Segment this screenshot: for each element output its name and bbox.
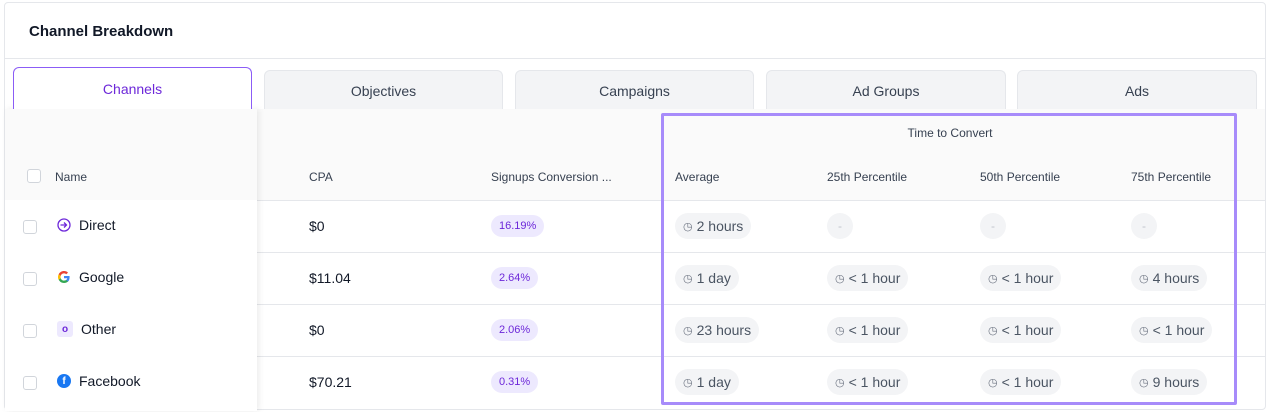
sticky-header-cell [5, 109, 257, 200]
table-row: Google $11.04 2.64% ◷ 1 day ◷ < 1 hour ◷ < … [5, 253, 1265, 305]
clock-icon: ◷ [683, 376, 693, 389]
cpa-value: $0 [309, 218, 325, 234]
average-value: 2 hours [696, 218, 744, 234]
arrow-circle-icon [57, 218, 71, 232]
card-header: Channel Breakdown [5, 3, 1265, 59]
channel-name-cell[interactable]: f Facebook [57, 373, 140, 389]
clock-icon: ◷ [683, 220, 693, 233]
p50-pill: - [980, 213, 1006, 239]
p75-pill: ◷ 4 hours [1131, 265, 1208, 291]
clock-icon: ◷ [988, 324, 998, 337]
p75-pill: ◷ 9 hours [1131, 369, 1208, 395]
cpa-value: $11.04 [309, 270, 351, 286]
p75-value: < 1 hour [1152, 322, 1205, 338]
p25-value: < 1 hour [848, 270, 901, 286]
tab-ads[interactable]: Ads [1017, 70, 1257, 110]
p25-value: < 1 hour [848, 322, 901, 338]
p25-pill: ◷ < 1 hour [827, 265, 909, 291]
clock-icon: ◷ [1139, 272, 1149, 285]
select-all-checkbox[interactable] [27, 169, 41, 183]
channel-name: Facebook [79, 373, 141, 389]
tab-bar: Channels Objectives Campaigns Ad Groups … [5, 59, 1265, 110]
tab-ad-groups[interactable]: Ad Groups [766, 70, 1006, 110]
row-checkbox[interactable] [23, 220, 37, 234]
average-pill: ◷ 1 day [675, 369, 739, 395]
clock-icon: ◷ [835, 272, 845, 285]
table-row: Direct $0 16.19% ◷ 2 hours - - - [5, 201, 1265, 253]
column-header-p50[interactable]: 50th Percentile [980, 170, 1061, 184]
clock-icon: ◷ [683, 272, 693, 285]
p50-pill: ◷ < 1 hour [980, 265, 1062, 291]
column-header-p25[interactable]: 25th Percentile [827, 170, 908, 184]
average-value: 1 day [696, 374, 731, 390]
clock-icon: ◷ [835, 376, 845, 389]
p50-pill: ◷ < 1 hour [980, 369, 1062, 395]
p50-pill: ◷ < 1 hour [980, 317, 1062, 343]
column-header-p75[interactable]: 75th Percentile [1131, 170, 1212, 184]
column-header-name[interactable]: Name [55, 170, 88, 184]
p50-value: < 1 hour [1001, 270, 1054, 286]
tab-channels[interactable]: Channels [13, 67, 252, 109]
channel-table: Name CPA Signups Conversion ... Time to … [5, 109, 1265, 411]
average-pill: ◷ 23 hours [675, 317, 760, 343]
column-header-average[interactable]: Average [675, 170, 720, 184]
cpa-value: $0 [309, 322, 325, 338]
cpa-value: $70.21 [309, 374, 352, 390]
table-row: o Other $0 2.06% ◷ 23 hours ◷ < 1 hour ◷ < … [5, 305, 1265, 357]
p50-value: < 1 hour [1001, 374, 1054, 390]
channel-name-cell[interactable]: o Other [57, 321, 116, 337]
p75-pill: - [1131, 213, 1157, 239]
clock-icon: ◷ [988, 272, 998, 285]
channel-name: Other [81, 321, 117, 337]
channel-name-cell[interactable]: Direct [57, 217, 116, 233]
clock-icon: ◷ [1139, 376, 1149, 389]
table-header-row: Name CPA Signups Conversion ... Time to … [5, 109, 1265, 201]
conversion-badge: 16.19% [491, 215, 545, 237]
p50-value: < 1 hour [1001, 322, 1054, 338]
average-pill: ◷ 2 hours [675, 213, 752, 239]
p25-value: < 1 hour [848, 374, 901, 390]
row-checkbox[interactable] [23, 376, 37, 390]
clock-icon: ◷ [988, 376, 998, 389]
channel-breakdown-card: Channel Breakdown Channels Objectives Ca… [4, 2, 1266, 411]
google-icon [57, 270, 71, 284]
p75-value: 9 hours [1152, 374, 1200, 390]
table-row: f Facebook $70.21 0.31% ◷ 1 day ◷ < 1 hour… [5, 357, 1265, 409]
average-value: 23 hours [696, 322, 752, 338]
channel-name: Direct [79, 217, 116, 233]
p75-value: 4 hours [1152, 270, 1200, 286]
clock-icon: ◷ [835, 324, 845, 337]
other-o-icon: o [57, 321, 73, 337]
row-checkbox[interactable] [23, 324, 37, 338]
channel-name-cell[interactable]: Google [57, 269, 124, 285]
conversion-badge: 2.06% [491, 319, 539, 341]
conversion-badge: 2.64% [491, 267, 539, 289]
p25-pill: - [827, 213, 853, 239]
clock-icon: ◷ [683, 324, 693, 337]
p25-pill: ◷ < 1 hour [827, 369, 909, 395]
column-group-time-to-convert: Time to Convert [907, 126, 993, 140]
channel-name: Google [79, 269, 125, 285]
column-header-cpa[interactable]: CPA [309, 170, 333, 184]
row-checkbox[interactable] [23, 272, 37, 286]
average-value: 1 day [696, 270, 731, 286]
column-header-conversion[interactable]: Signups Conversion ... [491, 170, 612, 184]
tab-objectives[interactable]: Objectives [264, 70, 503, 110]
conversion-badge: 0.31% [491, 371, 539, 393]
card-title: Channel Breakdown [29, 23, 174, 40]
tab-campaigns[interactable]: Campaigns [515, 70, 754, 110]
facebook-icon: f [57, 374, 71, 388]
p25-pill: ◷ < 1 hour [827, 317, 909, 343]
p75-pill: ◷ < 1 hour [1131, 317, 1213, 343]
average-pill: ◷ 1 day [675, 265, 739, 291]
clock-icon: ◷ [1139, 324, 1149, 337]
